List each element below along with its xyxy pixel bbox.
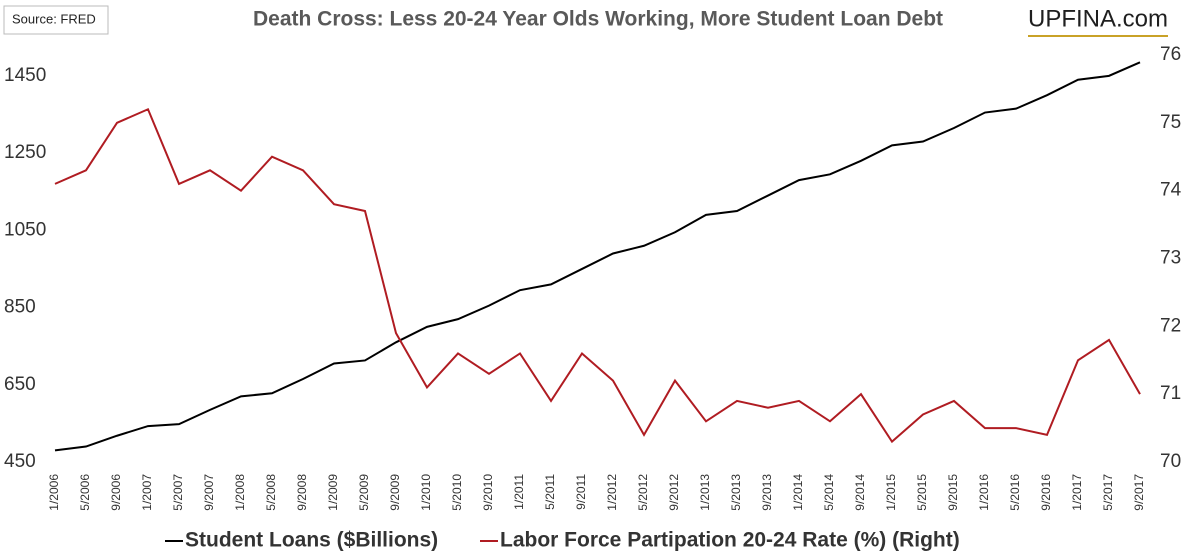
legend-label: Labor Force Partipation 20-24 Rate (%) (… <box>500 529 960 552</box>
y-tick-label: 1050 <box>4 219 46 240</box>
y2-tick-label: 74 <box>1160 180 1182 201</box>
y-tick-label: 650 <box>4 374 36 395</box>
x-tick-label: 9/2011 <box>574 474 588 510</box>
x-tick-label: 1/2013 <box>698 474 712 511</box>
x-tick-label: 9/2017 <box>1132 474 1146 511</box>
x-tick-label: 9/2016 <box>1039 474 1053 511</box>
x-tick-label: 9/2013 <box>760 474 774 511</box>
x-tick-label: 9/2015 <box>946 474 960 511</box>
x-tick-label: 5/2017 <box>1101 474 1115 511</box>
x-tick-label: 5/2010 <box>450 474 464 511</box>
x-tick-label: 9/2009 <box>388 474 402 511</box>
source-box <box>3 5 109 35</box>
x-tick-label: 1/2010 <box>419 474 433 511</box>
x-tick-label: 5/2012 <box>636 474 650 511</box>
chart-title: Death Cross: Less 20-24 Year Olds Workin… <box>253 8 943 31</box>
series-line <box>54 107 1141 444</box>
x-tick-label: 5/2006 <box>78 474 92 511</box>
x-tick-label: 1/2012 <box>605 474 619 511</box>
x-tick-label: 1/2011 <box>512 474 526 510</box>
x-tick-label: 1/2017 <box>1070 474 1084 511</box>
x-tick-label: 9/2008 <box>295 474 309 511</box>
y2-tick-label: 72 <box>1160 315 1181 336</box>
x-tick-label: 1/2015 <box>884 474 898 511</box>
x-tick-label: 1/2008 <box>233 474 247 511</box>
x-tick-label: 9/2007 <box>202 474 216 511</box>
x-tick-label: 9/2014 <box>853 474 867 511</box>
y-tick-label: 1450 <box>4 65 46 86</box>
x-tick-label: 9/2010 <box>481 474 495 511</box>
legend-label: Student Loans ($Billions) <box>185 529 438 552</box>
y-tick-label: 850 <box>4 297 36 318</box>
brand: UPFINA.com <box>1028 5 1168 32</box>
y2-tick-label: 75 <box>1160 112 1181 133</box>
y2-tick-label: 76 <box>1160 44 1181 65</box>
x-tick-label: 5/2007 <box>171 474 185 511</box>
x-tick-label: 5/2014 <box>822 474 836 511</box>
y-tick-label: 1250 <box>4 142 46 163</box>
y2-tick-label: 70 <box>1160 451 1181 472</box>
x-tick-label: 1/2014 <box>791 474 805 511</box>
x-tick-label: 5/2009 <box>357 474 371 511</box>
x-tick-label: 5/2015 <box>915 474 929 511</box>
source: Source: FRED <box>12 11 96 26</box>
x-tick-label: 5/2013 <box>729 474 743 511</box>
y2-tick-label: 73 <box>1160 248 1181 269</box>
x-tick-label: 5/2016 <box>1008 474 1022 511</box>
x-tick-label: 5/2008 <box>264 474 278 511</box>
x-tick-label: 1/2007 <box>140 474 154 511</box>
series-line <box>54 61 1141 452</box>
x-tick-label: 9/2012 <box>667 474 681 511</box>
x-tick-label: 9/2006 <box>109 474 123 511</box>
y-tick-label: 450 <box>4 451 36 472</box>
x-tick-label: 1/2006 <box>47 474 61 511</box>
x-tick-label: 5/2011 <box>543 474 557 510</box>
x-tick-label: 1/2009 <box>326 474 340 511</box>
y2-tick-label: 71 <box>1160 383 1181 404</box>
x-tick-label: 1/2016 <box>977 474 991 511</box>
